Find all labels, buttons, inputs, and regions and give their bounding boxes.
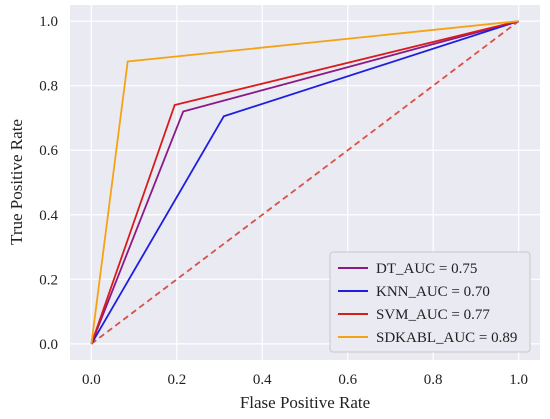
y-tick-label: 0.0	[39, 337, 58, 353]
y-tick-label: 0.6	[39, 143, 58, 159]
y-tick-label: 0.4	[39, 208, 58, 224]
grid-lines	[70, 5, 540, 360]
x-tick-label: 1.0	[509, 372, 528, 388]
series-line-0	[90, 20, 519, 345]
x-tick-label: 0.4	[253, 372, 272, 388]
x-tick-label: 0.8	[424, 372, 443, 388]
y-tick-labels: 0.0 0.2 0.4 0.6 0.8 1.0	[39, 14, 58, 353]
legend-box	[329, 251, 531, 353]
x-tick-label: 0.6	[338, 372, 357, 388]
y-tick-label: 0.2	[39, 272, 58, 288]
x-tick-label: 0.0	[82, 372, 101, 388]
series-line-3	[90, 20, 519, 345]
legend-label-2: SVM_AUC = 0.77	[376, 307, 490, 323]
legend-label-3: SDKABL_AUC = 0.89	[376, 330, 517, 346]
y-axis-label: True Positive Rate	[7, 119, 26, 245]
series-lines	[90, 20, 519, 345]
series-line-1	[90, 20, 519, 345]
x-tick-label: 0.2	[167, 372, 186, 388]
legend: DT_AUC = 0.75 KNN_AUC = 0.70 SVM_AUC = 0.7…	[329, 251, 531, 353]
x-axis-label: Flase Positive Rate	[240, 393, 370, 412]
series-line-2	[90, 20, 519, 345]
legend-label-0: DT_AUC = 0.75	[376, 261, 477, 277]
y-tick-label: 1.0	[39, 14, 58, 30]
legend-label-1: KNN_AUC = 0.70	[376, 284, 490, 300]
y-tick-label: 0.8	[39, 79, 58, 95]
x-tick-labels: 0.0 0.2 0.4 0.6 0.8 1.0	[82, 372, 528, 388]
